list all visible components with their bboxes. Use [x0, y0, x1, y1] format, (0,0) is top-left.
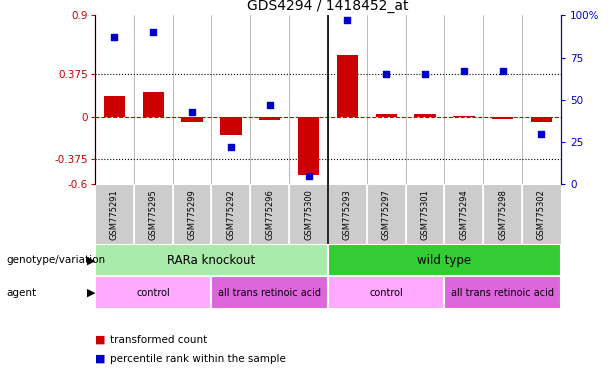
Bar	[444, 276, 561, 309]
Point	[148, 29, 158, 35]
Bar	[406, 184, 444, 244]
Bar	[211, 276, 328, 309]
Bar	[328, 244, 561, 276]
Bar	[492, 117, 513, 119]
Bar	[95, 244, 328, 276]
Bar	[328, 184, 367, 244]
Bar	[143, 92, 164, 117]
Text: ▶: ▶	[86, 288, 95, 298]
Text: GSM775298: GSM775298	[498, 189, 507, 240]
Text: RARa knockout: RARa knockout	[167, 254, 256, 266]
Point	[381, 71, 391, 78]
Bar	[483, 184, 522, 244]
Text: GSM775301: GSM775301	[421, 189, 430, 240]
Bar	[453, 116, 474, 117]
Text: GSM775300: GSM775300	[304, 189, 313, 240]
Bar	[250, 184, 289, 244]
Text: GSM775302: GSM775302	[537, 189, 546, 240]
Text: percentile rank within the sample: percentile rank within the sample	[110, 354, 286, 364]
Point	[110, 34, 120, 40]
Bar	[95, 276, 211, 309]
Bar	[367, 184, 406, 244]
Bar	[298, 117, 319, 175]
Bar	[104, 96, 125, 117]
Bar	[259, 117, 280, 120]
Point	[343, 17, 352, 23]
Bar	[211, 184, 250, 244]
Title: GDS4294 / 1418452_at: GDS4294 / 1418452_at	[247, 0, 409, 13]
Text: transformed count: transformed count	[110, 335, 208, 345]
Point	[420, 71, 430, 78]
Text: ■: ■	[95, 335, 105, 345]
Text: GSM775296: GSM775296	[265, 189, 274, 240]
Text: ▶: ▶	[86, 255, 95, 265]
Bar	[289, 184, 328, 244]
Bar	[376, 114, 397, 117]
Text: all trans retinoic acid: all trans retinoic acid	[451, 288, 554, 298]
Text: GSM775295: GSM775295	[149, 189, 158, 240]
Text: GSM775299: GSM775299	[188, 189, 197, 240]
Bar	[95, 184, 134, 244]
Text: GSM775291: GSM775291	[110, 189, 119, 240]
Bar	[337, 55, 358, 117]
Text: control: control	[369, 288, 403, 298]
Bar	[444, 184, 483, 244]
Bar	[220, 117, 242, 135]
Bar	[522, 184, 561, 244]
Bar	[134, 184, 173, 244]
Text: GSM775297: GSM775297	[382, 189, 390, 240]
Bar	[414, 114, 436, 117]
Bar	[181, 117, 203, 122]
Bar	[328, 276, 444, 309]
Point	[498, 68, 508, 74]
Point	[536, 131, 546, 137]
Point	[187, 109, 197, 115]
Text: GSM775294: GSM775294	[459, 189, 468, 240]
Text: wild type: wild type	[417, 254, 471, 266]
Text: GSM775293: GSM775293	[343, 189, 352, 240]
Point	[459, 68, 469, 74]
Bar	[173, 184, 211, 244]
Bar	[531, 117, 552, 122]
Text: ■: ■	[95, 354, 105, 364]
Point	[303, 173, 313, 179]
Text: genotype/variation: genotype/variation	[6, 255, 105, 265]
Point	[226, 144, 236, 150]
Point	[265, 102, 275, 108]
Text: control: control	[136, 288, 170, 298]
Text: agent: agent	[6, 288, 36, 298]
Text: GSM775292: GSM775292	[226, 189, 235, 240]
Text: all trans retinoic acid: all trans retinoic acid	[218, 288, 321, 298]
